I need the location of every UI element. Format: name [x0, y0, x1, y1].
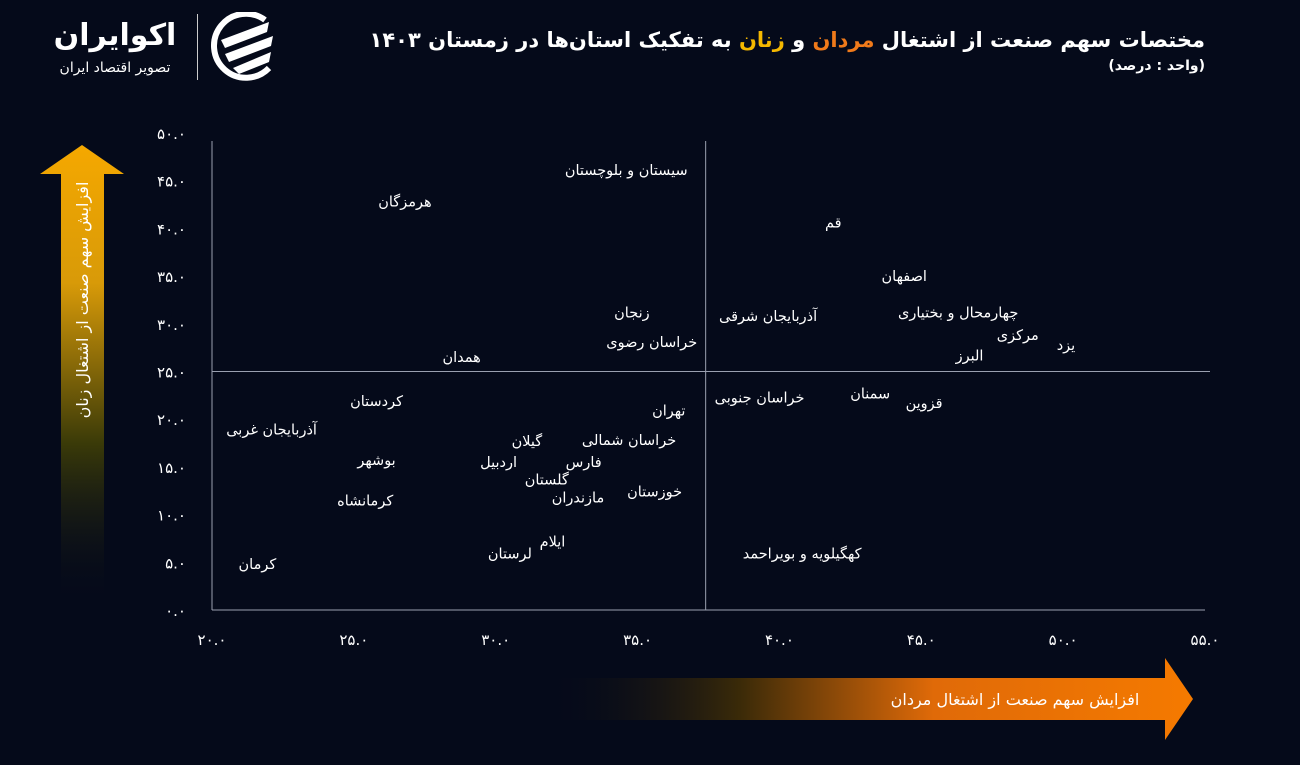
x-tick-label: ۳۵.۰ [623, 631, 652, 649]
logo-swoosh-icon [211, 12, 273, 81]
point-label: کردستان [350, 394, 403, 410]
point-label: گلستان [525, 471, 569, 488]
x-axis-label: افزایش سهم صنعت از اشتغال مردان [891, 690, 1140, 710]
y-tick-label: ۳۵.۰ [157, 268, 186, 286]
point-label: کرمانشاه [337, 493, 393, 509]
axes: ۰.۰ ۵.۰ ۱۰.۰ ۱۵.۰ ۲۰.۰ ۲۵.۰ ۳۰.۰ ۳۵.۰ ۴۰.۰ ۴۵.۰ ۵۰… [157, 125, 1219, 649]
point-label: هرمزگان [378, 194, 431, 211]
chart-title: مختصات سهم صنعت از اشتغال مردان و زنان ب… [370, 28, 1205, 52]
title-men: مردان [812, 28, 875, 52]
point-label: اصفهان [882, 269, 927, 285]
point-label: گیلان [512, 433, 543, 450]
x-tick-label: ۵۰.۰ [1049, 631, 1078, 649]
y-tick-label: ۲۰.۰ [157, 411, 186, 429]
x-tick-label: ۳۰.۰ [481, 631, 510, 649]
logo-name: اکوایران [53, 18, 177, 53]
title-women: زنان [739, 28, 785, 52]
point-label: خراسان شمالی [582, 433, 676, 449]
point-label: قزوین [906, 396, 943, 412]
x-tick-label: ۲۰.۰ [198, 631, 227, 649]
point-label: همدان [443, 350, 481, 366]
title-part: مختصات سهم صنعت از اشتغال [874, 28, 1205, 52]
point-label: ایلام [540, 534, 566, 550]
chart-subtitle: (واحد : درصد) [1108, 58, 1205, 74]
point-label: خراسان رضوی [606, 335, 697, 351]
point-label: خوزستان [627, 485, 682, 501]
title-part: و [784, 28, 813, 52]
logo-divider [197, 14, 198, 80]
y-tick-label: ۱۰.۰ [157, 507, 186, 525]
y-arrow: افزایش سهم صنعت از اشتغال زنان [40, 145, 124, 605]
logo: اکوایران تصویر اقتصاد ایران [35, 12, 285, 82]
x-tick-label: ۴۰.۰ [765, 631, 794, 649]
y-axis-label: افزایش سهم صنعت از اشتغال زنان [73, 182, 93, 419]
point-label: البرز [955, 348, 984, 364]
point-label: سیستان و بلوچستان [565, 163, 688, 179]
point-label: بوشهر [356, 453, 395, 469]
y-tick-label: ۲۵.۰ [157, 364, 186, 382]
point-label: چهارمحال و بختیاری [898, 305, 1018, 321]
point-label: کهگیلویه و بویراحمد [743, 546, 862, 563]
x-tick-label: ۲۵.۰ [339, 631, 368, 649]
x-tick-label: ۵۵.۰ [1191, 631, 1220, 649]
point-label: فارس [566, 455, 602, 471]
y-tick-label: ۱۵.۰ [157, 459, 186, 477]
point-label: لرستان [488, 547, 532, 563]
point-label: سمنان [850, 386, 890, 402]
x-arrow: افزایش سهم صنعت از اشتغال مردان [545, 658, 1193, 740]
point-label: کرمان [239, 557, 277, 573]
x-tick-label: ۴۵.۰ [907, 631, 936, 649]
y-tick-label: ۴۵.۰ [157, 173, 186, 191]
point-label: مرکزی [997, 328, 1039, 344]
point-label: اردبیل [480, 455, 517, 471]
point-label: آذربایجان شرقی [719, 307, 818, 325]
y-tick-label: ۵۰.۰ [157, 125, 186, 143]
y-tick-label: ۴۰.۰ [157, 220, 186, 238]
logo-tagline: تصویر اقتصاد ایران [59, 60, 171, 76]
title-part: به تفکیک استان‌ها در زمستان ۱۴۰۳ [369, 28, 739, 52]
y-tick-label: ۰.۰ [165, 602, 186, 620]
point-label: آذربایجان غربی [226, 421, 318, 439]
point-label: زنجان [614, 305, 649, 321]
point-label: قم [825, 216, 842, 232]
point-labels: سیستان و بلوچستان هرمزگان قم اصفهان چهارمحال… [226, 163, 1075, 573]
point-label: تهران [652, 404, 685, 420]
y-tick-label: ۳۰.۰ [157, 316, 186, 334]
y-tick-label: ۵.۰ [165, 554, 186, 572]
point-label: مازندران [552, 490, 605, 506]
point-label: یزد [1057, 338, 1076, 354]
point-label: خراسان جنوبی [715, 390, 805, 406]
